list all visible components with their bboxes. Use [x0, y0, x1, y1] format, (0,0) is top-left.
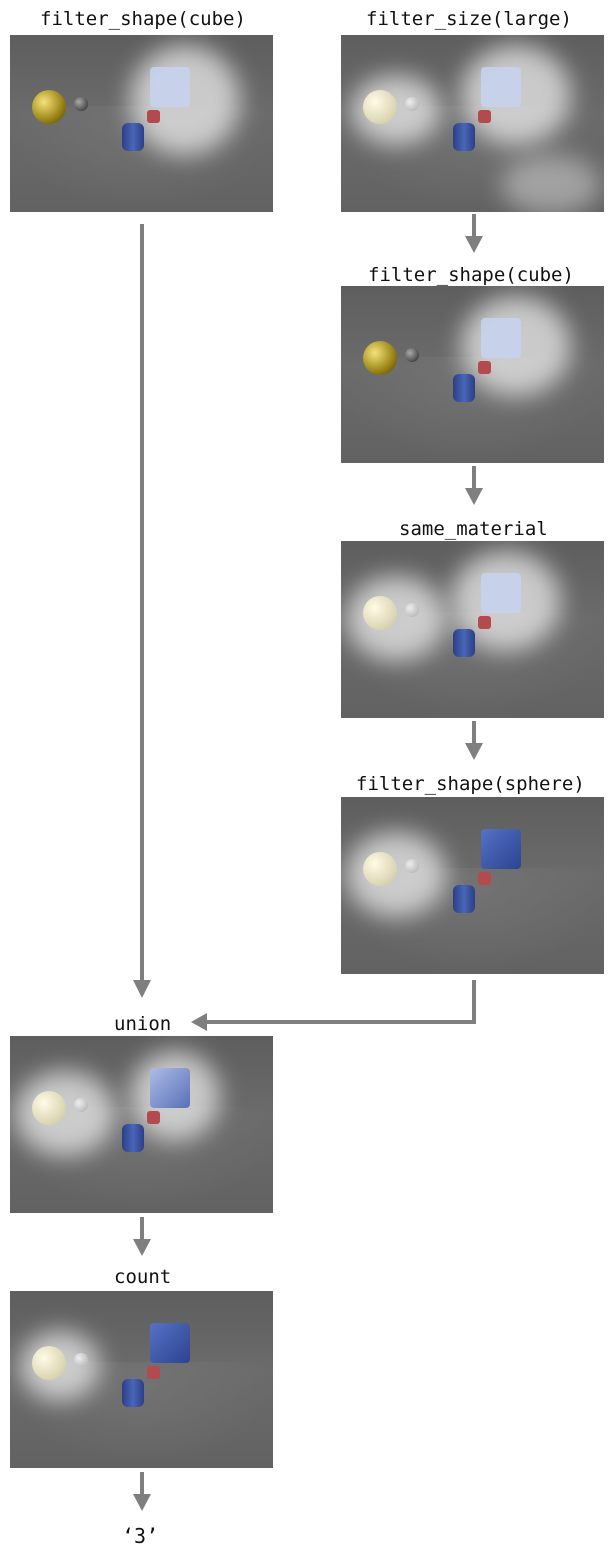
panel-filter-shape-cube-right — [341, 286, 604, 463]
arrow-down-icon — [133, 980, 151, 998]
blue-cylinder — [122, 1379, 144, 1407]
pale-small-sphere — [74, 1353, 88, 1367]
label-count: count — [114, 1266, 172, 1288]
small-dark-sphere — [74, 97, 88, 111]
pale-sphere — [32, 1346, 66, 1380]
red-cube — [478, 616, 491, 629]
answer-text: ‘3’ — [122, 1524, 159, 1548]
red-cube — [478, 361, 491, 374]
blue-cylinder — [453, 885, 475, 913]
large-cube — [481, 67, 521, 107]
pale-sphere — [363, 852, 397, 886]
panel-count — [10, 1291, 273, 1468]
large-cube — [150, 1068, 190, 1108]
panel-union — [10, 1036, 273, 1213]
panel-filter-shape-cube-left — [10, 35, 273, 212]
large-cube — [150, 67, 190, 107]
label-same-material: same_material — [399, 518, 548, 540]
label-filter-size-large: filter_size(large) — [366, 8, 572, 30]
blue-cylinder — [453, 374, 475, 402]
red-cube — [147, 1111, 160, 1124]
pale-sphere — [363, 596, 397, 630]
arrow-down-icon — [133, 1239, 151, 1256]
red-cube — [478, 872, 491, 885]
label-filter-shape-cube-right: filter_shape(cube) — [368, 264, 574, 286]
large-cube — [481, 318, 521, 358]
pale-sphere — [363, 90, 397, 124]
arrow-down-icon — [465, 488, 483, 505]
blue-cube — [481, 829, 521, 869]
blue-cylinder — [122, 123, 144, 151]
blue-cylinder — [453, 123, 475, 151]
pale-small-sphere — [74, 1098, 88, 1112]
arrow-down-icon — [133, 1494, 151, 1511]
pale-small-sphere — [405, 603, 419, 617]
arrow-left-icon — [191, 1013, 207, 1031]
red-cube — [478, 110, 491, 123]
panel-same-material — [341, 541, 604, 718]
red-cube — [147, 1366, 160, 1379]
gold-sphere — [363, 341, 397, 375]
arrow-down-icon — [465, 743, 483, 760]
pale-sphere — [32, 1091, 66, 1125]
arrow-r4-union — [205, 980, 476, 1024]
small-dark-sphere — [405, 348, 419, 362]
blue-cylinder — [453, 629, 475, 657]
large-cube — [481, 573, 521, 613]
gold-sphere — [32, 90, 66, 124]
red-cube — [147, 110, 160, 123]
pale-small-sphere — [405, 97, 419, 111]
pale-small-sphere — [405, 859, 419, 873]
blue-cylinder — [122, 1124, 144, 1152]
blue-cube — [150, 1323, 190, 1363]
arrow-down-icon — [465, 236, 483, 253]
label-union: union — [114, 1013, 172, 1035]
panel-filter-shape-sphere — [341, 797, 604, 974]
label-filter-shape-cube-left: filter_shape(cube) — [40, 8, 246, 30]
label-filter-shape-sphere: filter_shape(sphere) — [356, 773, 585, 795]
panel-filter-size-large — [341, 35, 604, 212]
